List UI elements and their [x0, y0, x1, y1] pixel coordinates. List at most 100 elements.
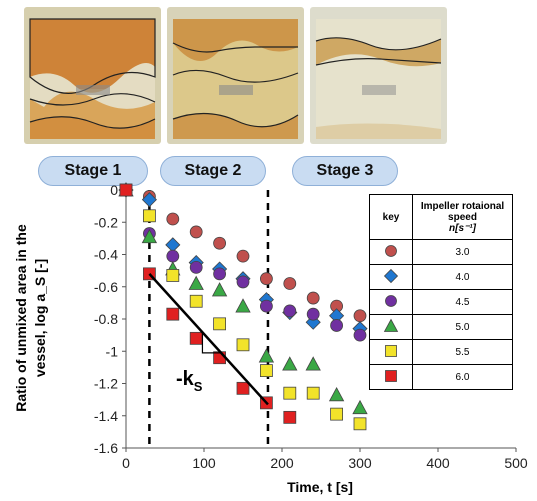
- legend-marker-shape: [383, 268, 399, 283]
- legend-row: 4.0: [369, 264, 513, 290]
- legend-row: 3.0: [369, 239, 513, 265]
- data-point: [259, 272, 273, 286]
- y-tick-label: -1.2: [94, 376, 118, 392]
- stage-2-label: Stage 2: [160, 156, 266, 186]
- data-point: [141, 228, 158, 244]
- data-point: [166, 212, 180, 226]
- legend-marker: [383, 268, 399, 283]
- legend-marker-cell: [369, 339, 413, 365]
- legend-speed-value: 4.0: [412, 264, 513, 290]
- data-point: [283, 386, 297, 400]
- data-point: [211, 282, 228, 297]
- data-point: [330, 319, 344, 332]
- legend-row: 4.5: [369, 289, 513, 315]
- data-point: [282, 356, 298, 371]
- fit-line: [148, 273, 269, 406]
- legend-marker-cell: [369, 264, 413, 290]
- slope-triangle: [201, 332, 222, 354]
- data-point: [283, 304, 297, 318]
- legend-marker-shape: [385, 344, 397, 357]
- photo-stage-1: [24, 7, 161, 144]
- x-tick-label: 400: [426, 455, 450, 471]
- legend: key Impeller rotaional speed n[s⁻¹] 3.0 4…: [369, 194, 513, 390]
- data-point: [306, 291, 320, 305]
- data-point: [330, 407, 344, 421]
- y-tick-label: -0.4: [94, 247, 118, 263]
- legend-marker-cell: [369, 314, 413, 340]
- legend-speed-value: 6.0: [412, 364, 513, 390]
- photo-stage-2: [167, 7, 304, 144]
- y-tick-label: 0: [110, 182, 118, 198]
- legend-marker-shape: [385, 244, 397, 257]
- stage-1-label: Stage 1: [38, 156, 148, 186]
- data-point: [258, 348, 275, 363]
- x-axis-label: Time, t [s]: [287, 479, 353, 495]
- y-tick-label: -1.6: [94, 440, 118, 456]
- legend-marker-shape: [383, 318, 399, 332]
- legend-marker-cell: [369, 289, 413, 315]
- experiment-photos: [0, 0, 537, 150]
- data-point: [259, 364, 273, 378]
- data-point: [306, 307, 320, 321]
- data-point: [189, 225, 203, 239]
- legend-marker-cell: [369, 239, 413, 265]
- data-point: [283, 277, 297, 290]
- y-tick-label: -1: [106, 343, 119, 359]
- x-tick-label: 200: [270, 455, 294, 471]
- data-point: [141, 192, 157, 208]
- x-tick-label: 0: [122, 455, 130, 471]
- data-point: [166, 307, 180, 321]
- data-point: [213, 267, 227, 281]
- y-axis-label-line-1: Ratio of unmixed area in the: [13, 224, 29, 412]
- legend-marker-shape: [385, 369, 397, 382]
- x-tick-label: 300: [348, 455, 372, 471]
- legend-marker: [385, 294, 397, 307]
- legend-speed-unit: n[s⁻¹]: [449, 222, 476, 234]
- data-point: [283, 410, 297, 424]
- data-point: [236, 275, 250, 289]
- data-point: [213, 317, 227, 331]
- legend-marker-shape: [385, 294, 397, 307]
- data-point: [236, 249, 250, 263]
- data-points: [118, 182, 368, 431]
- x-tick-label: 100: [192, 455, 216, 471]
- data-point: [236, 381, 250, 395]
- legend-speed-title: Impeller rotaional speed: [420, 200, 505, 223]
- legend-speed-header: Impeller rotaional speed n[s⁻¹]: [412, 194, 513, 240]
- legend-speed-value: 5.5: [412, 339, 513, 365]
- data-point: [166, 269, 180, 282]
- legend-speed-value: 5.0: [412, 314, 513, 340]
- legend-row: 5.0: [369, 314, 513, 340]
- legend-marker: [385, 244, 397, 257]
- y-tick-label: -0.8: [94, 311, 118, 327]
- y-tick-label: -0.6: [94, 279, 118, 295]
- stage-3-label: Stage 3: [292, 156, 398, 186]
- photo-stage-3: [310, 7, 447, 144]
- data-point: [119, 183, 133, 197]
- x-tick-label: 500: [504, 455, 528, 471]
- legend-speed-value: 3.0: [412, 239, 513, 265]
- data-point: [352, 399, 368, 415]
- legend-key-header: key: [369, 194, 413, 240]
- data-point: [306, 386, 320, 400]
- data-point: [142, 209, 156, 223]
- data-point: [353, 417, 367, 431]
- data-point: [235, 298, 251, 313]
- data-point: [305, 356, 321, 371]
- data-point: [189, 260, 203, 274]
- legend-row: 6.0: [369, 364, 513, 390]
- data-point: [189, 331, 203, 345]
- legend-marker: [385, 369, 397, 382]
- data-point: [236, 338, 250, 352]
- data-point: [189, 294, 203, 308]
- legend-row: 5.5: [369, 339, 513, 365]
- slope-label: -kS: [176, 368, 203, 394]
- y-tick-label: -0.2: [94, 214, 118, 230]
- data-point: [353, 309, 367, 323]
- data-point: [353, 328, 367, 342]
- legend-marker-cell: [369, 364, 413, 390]
- data-point: [166, 249, 180, 263]
- data-point: [259, 299, 273, 313]
- legend-speed-value: 4.5: [412, 289, 513, 315]
